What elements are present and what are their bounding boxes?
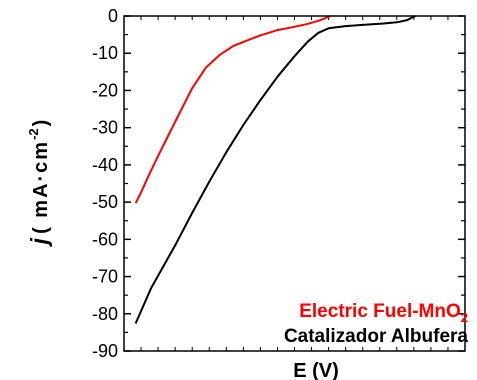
y-tick-label: -10 bbox=[92, 43, 118, 63]
y-tick-label: -20 bbox=[92, 80, 118, 100]
legend-electric-fuel-subscript: 2 bbox=[461, 310, 468, 325]
y-tick-label: -80 bbox=[92, 304, 118, 324]
y-axis-title-exponent: -2 bbox=[26, 128, 41, 140]
y-tick-label: -50 bbox=[92, 192, 118, 212]
y-tick-label: -40 bbox=[92, 155, 118, 175]
plot-frame bbox=[123, 15, 466, 352]
series-group bbox=[134, 15, 416, 324]
series-line-catalizador-albufera bbox=[134, 15, 416, 324]
y-tick-label: -70 bbox=[92, 267, 118, 287]
y-tick-label: -30 bbox=[92, 118, 118, 138]
y-axis-title: j ( mA·cm-2) bbox=[26, 120, 52, 248]
x-axis-title: E (V) bbox=[293, 360, 339, 380]
y-tick-label: 0 bbox=[108, 6, 118, 26]
y-tick-label: -90 bbox=[92, 341, 118, 361]
y-axis: 0 -10 -20 -30 -40 -50 -60 -70 -80 -90 bbox=[92, 6, 465, 361]
legend-entry-catalizador-albufera: Catalizador Albufera bbox=[284, 326, 468, 347]
series-line-electric-fuel-mno2 bbox=[134, 15, 331, 204]
y-tick-label: -60 bbox=[92, 229, 118, 249]
y-axis-title-units: ( mA·cm bbox=[30, 140, 52, 234]
y-axis-title-close: ) bbox=[30, 120, 52, 127]
y-axis-title-variable: j bbox=[26, 237, 52, 247]
legend-electric-fuel-label: Electric Fuel-MnO bbox=[299, 301, 461, 322]
legend-entry-electric-fuel: Electric Fuel-MnO2 bbox=[299, 301, 468, 325]
